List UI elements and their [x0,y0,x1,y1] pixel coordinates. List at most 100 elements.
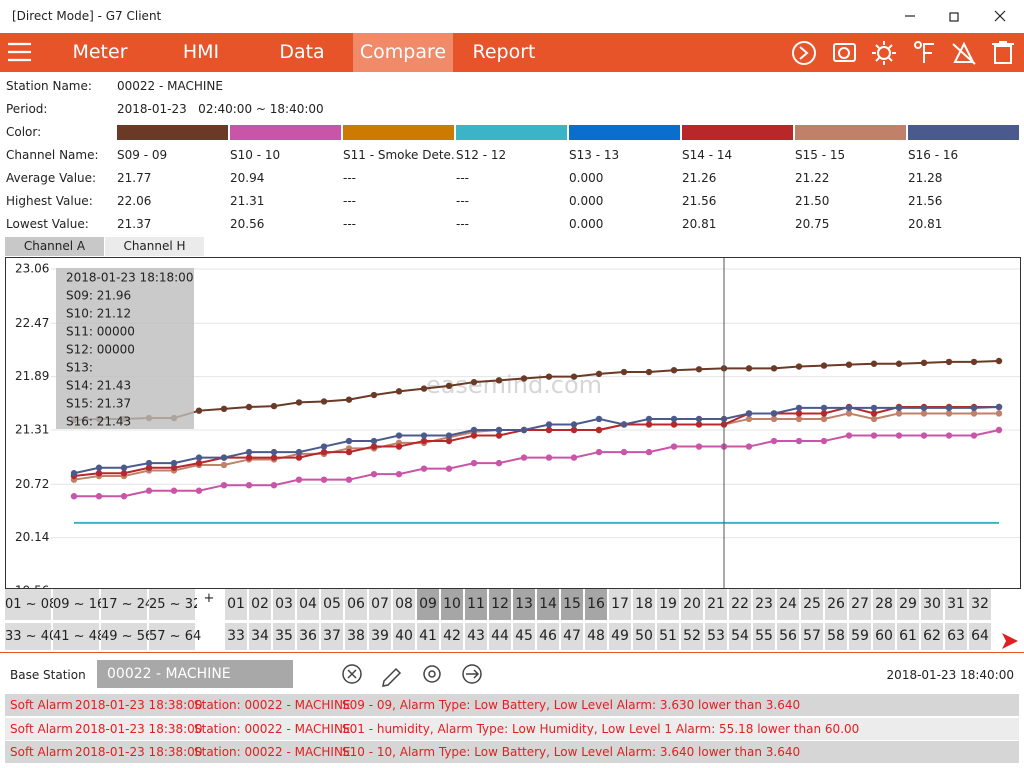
group-button[interactable]: 33 ~ 40 [5,623,51,650]
channel-button[interactable]: 10 [441,589,463,620]
data-point [746,365,752,371]
group-button[interactable]: 17 ~ 24 [101,589,147,620]
channel-button[interactable]: 47 [561,623,583,650]
footer-icons[interactable] [338,659,488,689]
channel-button[interactable]: 27 [849,589,871,620]
data-point [296,399,302,405]
channel-button[interactable]: 17 [609,589,631,620]
channel-button[interactable]: 52 [681,623,703,650]
channel-button[interactable]: 55 [753,623,775,650]
channel-button[interactable]: 09 [417,589,439,620]
channel-button[interactable]: 06 [345,589,367,620]
channel-button[interactable]: 39 [369,623,391,650]
channel-button[interactable]: 25 [801,589,823,620]
channel-button[interactable]: 01 [225,589,247,620]
channel-button[interactable]: 64 [969,623,991,650]
channel-button[interactable]: 48 [585,623,607,650]
channel-button[interactable]: 36 [297,623,319,650]
channel-button[interactable]: 03 [273,589,295,620]
channel-button[interactable]: 49 [609,623,631,650]
channel-button[interactable]: 38 [345,623,367,650]
nav-tab[interactable]: Compare [353,33,453,72]
channel-tab[interactable]: Channel H [105,237,204,256]
channel-button[interactable]: 24 [777,589,799,620]
channel-button[interactable]: 45 [513,623,535,650]
channel-button[interactable]: 14 [537,589,559,620]
channel-button[interactable]: 11 [465,589,487,620]
channel-button[interactable]: 15 [561,589,583,620]
data-point [621,421,627,427]
channel-button[interactable]: 40 [393,623,415,650]
channel-button[interactable]: 37 [321,623,343,650]
channel-button[interactable]: 53 [705,623,727,650]
data-point [571,373,577,379]
channel-button[interactable]: 22 [729,589,751,620]
group-button[interactable]: 09 ~ 16 [53,589,99,620]
channel-button[interactable]: 29 [897,589,919,620]
channel-button[interactable]: 04 [297,589,319,620]
channel-button[interactable]: 61 [897,623,919,650]
channel-button[interactable]: 08 [393,589,415,620]
data-point [371,438,377,444]
group-button[interactable]: 25 ~ 32 [149,589,195,620]
nav-tab[interactable]: Report [454,33,554,72]
channel-button[interactable]: 20 [681,589,703,620]
restore[interactable] [950,13,958,21]
window-controls [905,11,1005,21]
channel-button[interactable]: 60 [873,623,895,650]
data-point [446,383,452,389]
channel-button[interactable]: 05 [321,589,343,620]
channel-button[interactable]: 16 [585,589,607,620]
channel-button[interactable]: 30 [921,589,943,620]
data-point [96,465,102,471]
data-point [971,405,977,411]
channel-button[interactable]: 34 [249,623,271,650]
channel-button[interactable]: 32 [969,589,991,620]
data-point [171,460,177,466]
group-button[interactable]: 57 ~ 64 [149,623,195,650]
channel-button[interactable]: 19 [657,589,679,620]
channel-button[interactable]: 12 [489,589,511,620]
channel-button[interactable]: 63 [945,623,967,650]
group-button[interactable]: 49 ~ 56 [101,623,147,650]
channel-button[interactable]: 54 [729,623,751,650]
channel-button[interactable]: 46 [537,623,559,650]
data-point [796,410,802,416]
channel-button[interactable]: 31 [945,589,967,620]
add-button[interactable]: + [197,589,221,609]
channel-button[interactable]: 35 [273,623,295,650]
channel-button[interactable]: 41 [417,623,439,650]
channel-button[interactable]: 44 [489,623,511,650]
data-point [571,421,577,427]
channel-button[interactable]: 51 [657,623,679,650]
group-button[interactable]: 01 ~ 08 [5,589,51,620]
channel-button[interactable]: 18 [633,589,655,620]
channel-button[interactable]: 56 [777,623,799,650]
channel-button[interactable]: 07 [369,589,391,620]
channel-tab[interactable]: Channel A [5,237,104,256]
channel-button[interactable]: 42 [441,623,463,650]
channel-button[interactable]: 62 [921,623,943,650]
data-point [396,471,402,477]
dropdown[interactable]: 00022 - MACHINE [97,660,293,688]
channel-button[interactable]: 21 [705,589,727,620]
channel-button[interactable]: 43 [465,623,487,650]
nav-tab[interactable]: HMI [151,33,251,72]
arrow-shape [1002,633,1018,649]
channel-button[interactable]: 33 [225,623,247,650]
channel-button[interactable]: 23 [753,589,775,620]
channel-button[interactable]: 28 [873,589,895,620]
channel-button[interactable]: 13 [513,589,535,620]
next-arrow[interactable] [1000,631,1020,651]
nav-tab[interactable]: Meter [50,33,150,72]
alarm-message: S01 - humidity, Alarm Type: Low Humidity… [342,721,859,737]
channel-button[interactable]: 58 [825,623,847,650]
data-point [996,358,1002,364]
channel-button[interactable]: 26 [825,589,847,620]
channel-button[interactable]: 02 [249,589,271,620]
channel-button[interactable]: 59 [849,623,871,650]
channel-button[interactable]: 57 [801,623,823,650]
group-button[interactable]: 41 ~ 48 [53,623,99,650]
nav-tab[interactable]: Data [252,33,352,72]
channel-button[interactable]: 50 [633,623,655,650]
